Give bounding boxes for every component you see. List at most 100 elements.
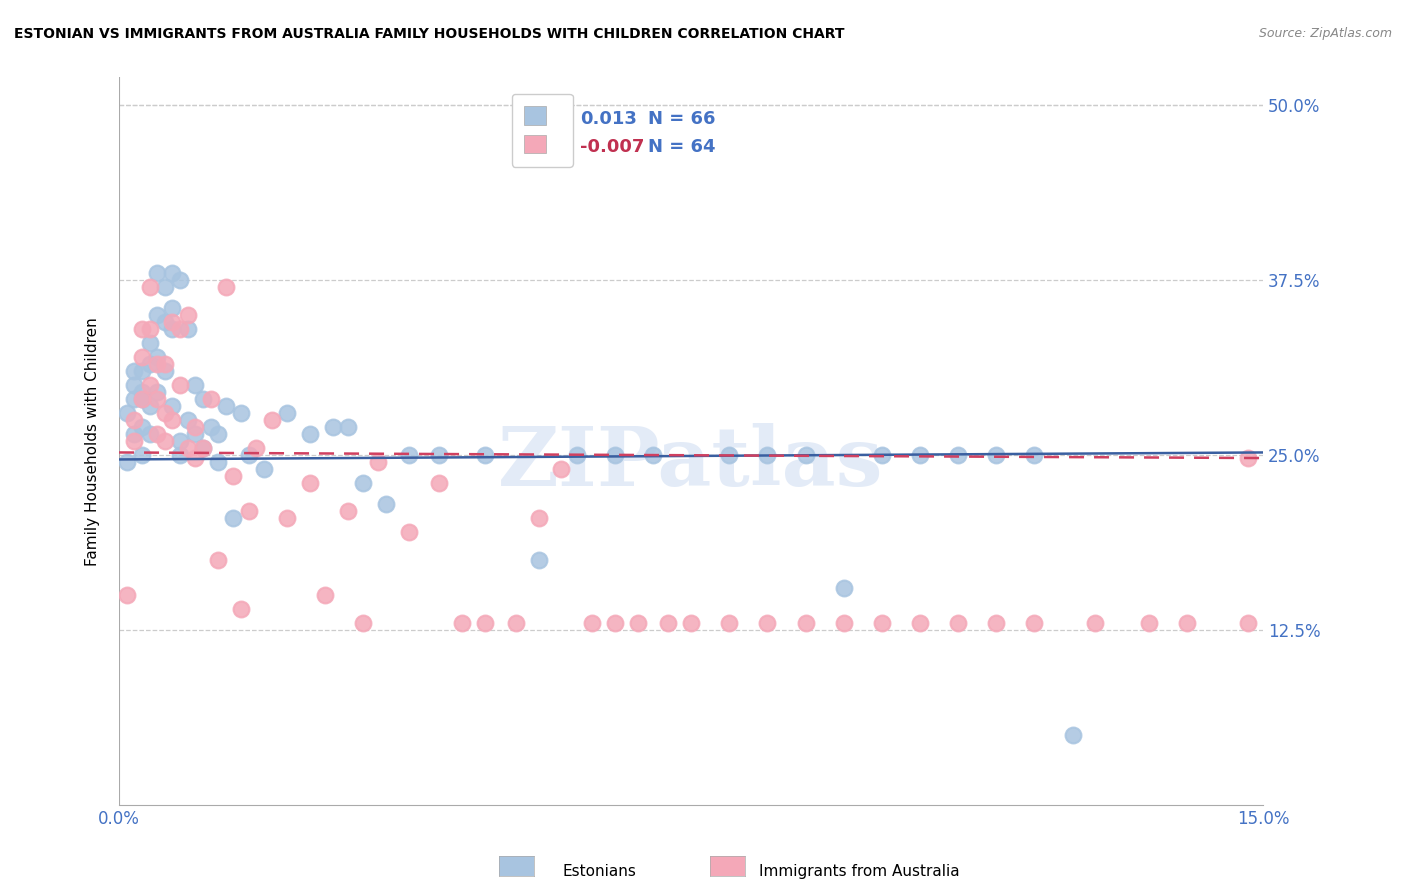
Point	[131, 364, 153, 378]
Point	[191, 442, 214, 456]
Point	[131, 448, 153, 462]
Point	[1024, 448, 1046, 462]
Point	[718, 616, 741, 631]
Point	[222, 511, 245, 525]
Point	[162, 413, 184, 427]
Point	[215, 280, 238, 294]
Point	[207, 427, 229, 442]
Point	[527, 553, 550, 567]
Text: -0.007: -0.007	[579, 138, 644, 156]
Point	[146, 308, 169, 322]
Point	[169, 378, 191, 392]
Point	[375, 497, 398, 511]
Point	[253, 462, 276, 476]
Point	[191, 392, 214, 407]
Point	[627, 616, 650, 631]
Point	[215, 399, 238, 413]
Point	[131, 392, 153, 407]
Point	[505, 616, 527, 631]
Text: N = 64: N = 64	[648, 138, 716, 156]
Point	[131, 322, 153, 336]
Text: ESTONIAN VS IMMIGRANTS FROM AUSTRALIA FAMILY HOUSEHOLDS WITH CHILDREN CORRELATIO: ESTONIAN VS IMMIGRANTS FROM AUSTRALIA FA…	[14, 27, 845, 41]
Point	[756, 616, 779, 631]
Text: Immigrants from Australia: Immigrants from Australia	[759, 864, 960, 879]
Point	[298, 476, 321, 491]
Point	[298, 427, 321, 442]
Point	[153, 280, 176, 294]
Point	[352, 616, 374, 631]
Point	[146, 266, 169, 280]
Point	[138, 399, 160, 413]
Point	[162, 399, 184, 413]
Point	[124, 392, 146, 407]
Point	[603, 616, 626, 631]
Point	[946, 448, 969, 462]
Point	[908, 448, 931, 462]
Point	[207, 455, 229, 469]
Point	[138, 336, 160, 351]
Point	[124, 427, 146, 442]
Point	[603, 448, 626, 462]
Point	[138, 280, 160, 294]
Text: R =: R =	[529, 110, 567, 128]
Point	[1084, 616, 1107, 631]
Point	[946, 616, 969, 631]
Point	[176, 413, 198, 427]
Point	[162, 301, 184, 316]
Point	[115, 588, 138, 602]
Text: R =: R =	[529, 138, 567, 156]
Point	[153, 315, 176, 329]
Point	[565, 448, 588, 462]
Point	[276, 406, 298, 420]
Point	[124, 364, 146, 378]
Point	[124, 434, 146, 449]
Text: Source: ZipAtlas.com: Source: ZipAtlas.com	[1258, 27, 1392, 40]
Y-axis label: Family Households with Children: Family Households with Children	[86, 317, 100, 566]
Point	[162, 315, 184, 329]
Text: N = 66: N = 66	[648, 110, 716, 128]
Point	[527, 511, 550, 525]
Point	[314, 588, 336, 602]
Point	[131, 420, 153, 434]
Point	[153, 434, 176, 449]
Point	[718, 448, 741, 462]
Point	[398, 525, 420, 540]
Point	[169, 322, 191, 336]
Text: Estonians: Estonians	[562, 864, 637, 879]
Point	[429, 448, 451, 462]
Point	[138, 378, 160, 392]
Point	[367, 455, 389, 469]
Point	[124, 413, 146, 427]
Point	[184, 420, 207, 434]
Point	[162, 322, 184, 336]
Point	[276, 511, 298, 525]
Point	[986, 448, 1008, 462]
Point	[176, 308, 198, 322]
Point	[229, 602, 252, 616]
Point	[146, 427, 169, 442]
Point	[1062, 728, 1084, 742]
Point	[908, 616, 931, 631]
Point	[451, 616, 474, 631]
Point	[169, 448, 191, 462]
Point	[131, 392, 153, 407]
Point	[1237, 451, 1260, 466]
Point	[162, 266, 184, 280]
Point	[832, 616, 855, 631]
Point	[176, 322, 198, 336]
Point	[207, 553, 229, 567]
Point	[832, 581, 855, 595]
Point	[1137, 616, 1160, 631]
Point	[870, 448, 893, 462]
Point	[1237, 616, 1260, 631]
Point	[238, 504, 260, 518]
Point	[200, 420, 222, 434]
Point	[474, 616, 496, 631]
Legend: , : ,	[512, 94, 574, 167]
Text: 0.013: 0.013	[579, 110, 637, 128]
Point	[138, 357, 160, 371]
Point	[115, 455, 138, 469]
Point	[138, 427, 160, 442]
Point	[153, 406, 176, 420]
Point	[474, 448, 496, 462]
